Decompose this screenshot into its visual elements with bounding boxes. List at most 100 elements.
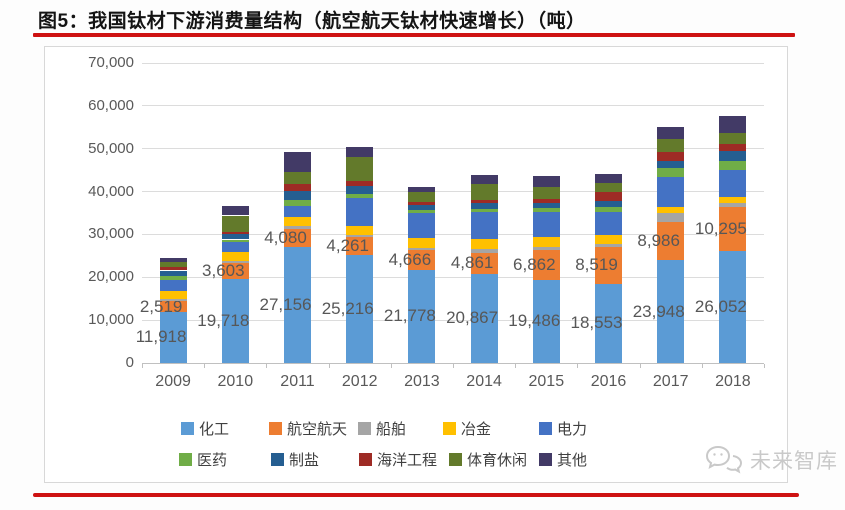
bar-segment-船舶-2011 [284,225,311,230]
x-category-label-2009: 2009 [155,373,191,390]
bar-segment-体育休闲-2018 [719,132,747,144]
bar-segment-其他-2013 [408,187,436,192]
bar-segment-冶金-2016 [595,234,622,244]
bar-segment-体育休闲-2016 [595,183,622,192]
bar-segment-医药-2009 [159,276,187,280]
x-category-label-2011: 2011 [280,373,315,390]
bar-segment-电力-2009 [159,279,187,292]
x-axis-tick [142,364,143,368]
legend-label: 医药 [197,452,228,469]
bar-segment-电力-2012 [346,198,374,226]
bar-segment-体育休闲-2015 [532,186,560,200]
x-axis-tick [453,364,454,368]
y-tick-label: 20,000 [88,268,134,286]
legend-label: 冶金 [461,421,492,438]
x-category-label-2018: 2018 [715,373,751,390]
data-label-化工-2016: 18,553 [570,313,623,333]
bar-segment-航空航天-2017 [657,221,685,261]
bar-segment-体育休闲-2010 [221,215,249,232]
bar-segment-海洋工程-2014 [470,200,498,204]
legend-item-海洋工程: 海洋工程 [359,449,437,470]
bar-segment-航空航天-2016 [595,247,622,284]
bar-segment-航空航天-2009 [159,301,187,312]
bar-segment-船舶-2017 [657,212,685,222]
bar-segment-制盐-2015 [532,203,560,209]
data-label-化工-2012: 25,216 [321,298,374,318]
y-tick-label: 30,000 [88,225,134,243]
x-category-label-2010: 2010 [217,373,254,390]
bar-segment-海洋工程-2015 [532,199,560,204]
title-underline-rule [33,33,795,37]
x-category-label-2015: 2015 [528,373,565,390]
x-axis-tick [577,364,579,368]
x-axis-tick [764,364,765,368]
bar-segment-制盐-2011 [284,190,311,200]
bar-segment-冶金-2014 [470,238,498,250]
bar-segment-冶金-2012 [346,225,374,235]
legend-swatch-icon [271,453,284,466]
legend-item-其他: 其他 [539,449,587,470]
data-label-化工-2017: 23,948 [632,301,685,321]
bar-segment-航空航天-2012 [346,236,374,255]
bar-segment-制盐-2014 [470,203,498,209]
bar-segment-航空航天-2018 [719,207,747,252]
bar-segment-体育休闲-2013 [408,191,436,202]
bar-segment-冶金-2015 [532,236,560,247]
bar-segment-其他-2010 [221,205,249,216]
legend-item-制盐: 制盐 [271,449,319,470]
bar-segment-电力-2017 [657,177,685,208]
bar-segment-航空航天-2014 [470,252,498,274]
bar-segment-船舶-2010 [221,260,249,264]
bar-segment-航空航天-2010 [221,263,249,279]
bar-segment-船舶-2016 [595,243,622,247]
bar-segment-体育休闲-2011 [284,172,311,184]
bar-segment-化工-2012 [346,254,374,363]
bar-segment-医药-2017 [657,167,685,178]
gridline [142,233,764,235]
bar-segment-医药-2012 [346,193,374,199]
y-tick-label: 50,000 [88,139,134,157]
bar-segment-医药-2016 [595,207,622,213]
gridline [142,148,764,150]
legend-swatch-icon [539,453,552,466]
bar-segment-冶金-2010 [221,252,249,261]
gridline [142,105,764,107]
bar-segment-其他-2014 [470,175,498,185]
bar-segment-电力-2014 [470,212,498,239]
gridline [142,62,764,64]
bar-segment-冶金-2018 [719,196,747,204]
bar-segment-冶金-2011 [284,216,311,226]
x-axis-tick [515,364,517,368]
legend-label: 电力 [557,421,588,438]
data-label-航空航天-2018: 10,295 [694,219,747,239]
bar-segment-化工-2017 [657,260,685,363]
bar-segment-船舶-2015 [532,246,560,251]
bar-segment-化工-2015 [532,279,560,363]
bar-segment-海洋工程-2018 [719,143,747,152]
bar-segment-冶金-2017 [657,207,685,213]
data-label-化工-2009: 11,918 [135,327,187,347]
bar-segment-电力-2013 [408,213,436,238]
bar-segment-航空航天-2013 [408,249,436,270]
legend-item-化工: 化工 [181,418,229,439]
bar-segment-制盐-2016 [595,201,622,208]
bar-segment-化工-2016 [595,283,622,363]
bar-segment-制盐-2018 [719,151,747,162]
bar-segment-化工-2013 [408,269,436,363]
legend-swatch-icon [181,422,194,435]
bar-segment-体育休闲-2012 [346,157,374,181]
bar-segment-制盐-2012 [346,185,374,194]
bar-segment-医药-2011 [284,199,311,206]
bar-segment-体育休闲-2014 [470,184,498,201]
bar-segment-化工-2014 [470,273,498,363]
legend-item-体育休闲: 体育休闲 [449,449,527,470]
legend-swatch-icon [449,453,462,466]
y-tick-label: 10,000 [88,311,134,329]
bar-segment-其他-2017 [657,127,685,139]
bar-segment-海洋工程-2010 [221,231,249,234]
bar-segment-医药-2010 [221,239,249,243]
bar-segment-冶金-2013 [408,237,436,248]
x-category-label-2012: 2012 [341,373,378,390]
bar-segment-化工-2018 [719,251,747,363]
data-label-化工-2014: 20,867 [446,308,499,328]
